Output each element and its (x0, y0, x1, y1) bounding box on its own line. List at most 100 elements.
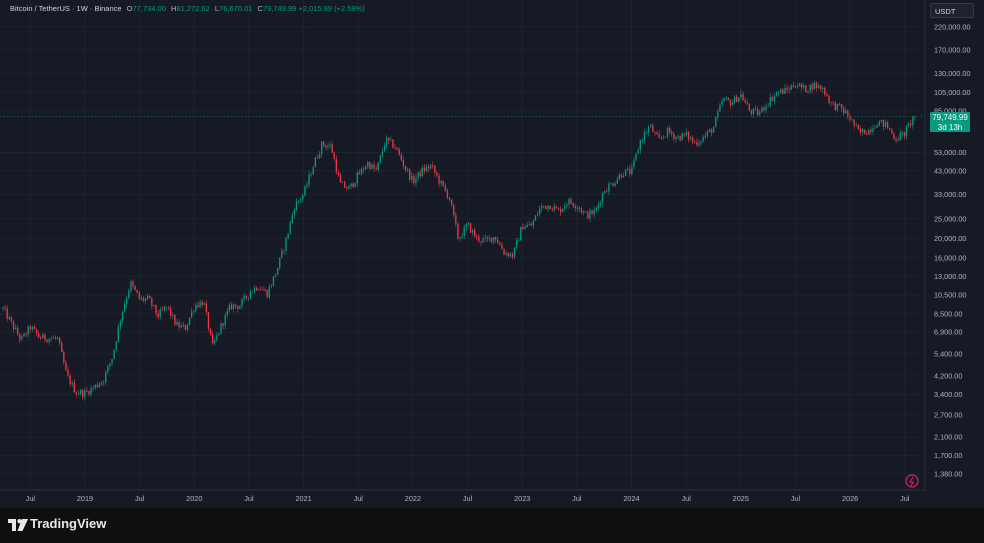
candle-body (434, 165, 436, 173)
y-tick-label: 6,900.00 (934, 328, 962, 337)
candle-body (413, 175, 415, 184)
candle-body (226, 310, 229, 315)
chart-area[interactable] (0, 0, 984, 509)
candle-body (77, 393, 80, 395)
candle-body (677, 136, 679, 138)
candle-body (589, 210, 591, 219)
candle-body (543, 205, 545, 207)
candle-body (10, 317, 13, 322)
candle-body (559, 209, 562, 213)
low-value: 76,670.01 (219, 4, 253, 13)
candle-body (733, 96, 736, 103)
candle-body (33, 326, 36, 330)
candle-body (740, 93, 742, 98)
candle-body (436, 172, 438, 176)
candle-body (423, 167, 426, 172)
x-tick-label: Jul (244, 494, 254, 503)
grid-lines (0, 0, 925, 490)
y-tick-label: 53,000.00 (934, 148, 966, 157)
candle-body (907, 123, 910, 127)
candle-body (761, 107, 763, 113)
candle-body (111, 359, 113, 364)
candle-body (241, 299, 243, 307)
candle-body (708, 129, 711, 132)
candle-body (285, 238, 287, 251)
candle-body (601, 193, 604, 203)
candle-body (834, 102, 836, 111)
candle-body (35, 329, 38, 334)
candle-body (574, 206, 576, 208)
candle-body (235, 304, 237, 307)
candle-body (488, 237, 491, 239)
currency-button[interactable]: USDT (930, 3, 974, 18)
y-tick-label: 105,000.00 (934, 88, 971, 97)
candle-body (859, 129, 862, 133)
candle-body (826, 94, 828, 97)
symbol-title[interactable]: Bitcoin / TetherUS · 1W · Binance (10, 4, 122, 13)
candle-body (14, 327, 17, 330)
change-value: +2,015.99 (+2.59%) (298, 4, 365, 13)
candle-body (82, 390, 84, 397)
candle-body (174, 314, 176, 325)
candle-body (631, 166, 633, 175)
candle-body (331, 144, 333, 153)
candle-body (719, 104, 721, 112)
candle-body (863, 129, 866, 135)
candle-body (191, 311, 193, 318)
tradingview-logo-text[interactable]: TradingView (30, 516, 107, 531)
candle-body (641, 140, 644, 141)
candle-body (400, 154, 402, 161)
candle-body (696, 142, 698, 146)
candle-body (352, 183, 354, 187)
candle-body (830, 102, 832, 103)
footer-bar (0, 508, 984, 543)
candle-body (73, 382, 75, 393)
candle-body (377, 162, 379, 170)
candle-body (541, 205, 543, 209)
candle-body (480, 241, 482, 243)
chart-canvas[interactable]: 220,000.00 170,000.00 130,000.00 105,000.00… (0, 0, 984, 508)
candle-body (629, 169, 631, 175)
candle-body (371, 164, 373, 169)
candle-body (637, 150, 639, 154)
candle-body (471, 230, 474, 233)
candle-body (534, 215, 537, 221)
candle-body (429, 165, 432, 169)
candle-body (46, 339, 48, 342)
candle-body (549, 205, 551, 210)
candle-body (849, 116, 851, 120)
high-value: 81,272.62 (176, 4, 210, 13)
candle-body (700, 141, 702, 143)
candle-body (281, 250, 283, 258)
replay-icon[interactable] (905, 474, 919, 488)
candle-body (207, 312, 210, 329)
candle-body (230, 304, 233, 309)
candle-body (903, 131, 906, 137)
candle-body (840, 103, 843, 109)
candle-body (381, 151, 384, 156)
candle-body (738, 97, 740, 102)
candle-body (635, 153, 637, 160)
tradingview-logo-icon[interactable] (8, 519, 28, 531)
close-value: 79,749.99 (262, 4, 297, 13)
time-axis: Jul 2019 Jul 2020 Jul 2021 Jul 2022 Jul 2023 Jul 20… (26, 494, 910, 503)
candle-body (771, 97, 774, 101)
candle-body (385, 137, 388, 146)
candle-body (763, 107, 765, 111)
candle-body (136, 289, 138, 293)
candle-body (356, 172, 358, 184)
candle-body (438, 175, 440, 184)
candle-body (320, 141, 323, 154)
candle-body (149, 296, 151, 299)
candle-body (123, 304, 126, 312)
candle-body (348, 186, 350, 189)
close-label: C (257, 4, 263, 13)
candle-body (344, 182, 346, 188)
candle-body (255, 287, 258, 291)
candle-body (159, 309, 161, 318)
candle-body (109, 363, 111, 367)
candle-body (56, 337, 59, 339)
candle-body (570, 199, 572, 204)
candle-body (450, 199, 453, 205)
candle-body (258, 289, 260, 291)
